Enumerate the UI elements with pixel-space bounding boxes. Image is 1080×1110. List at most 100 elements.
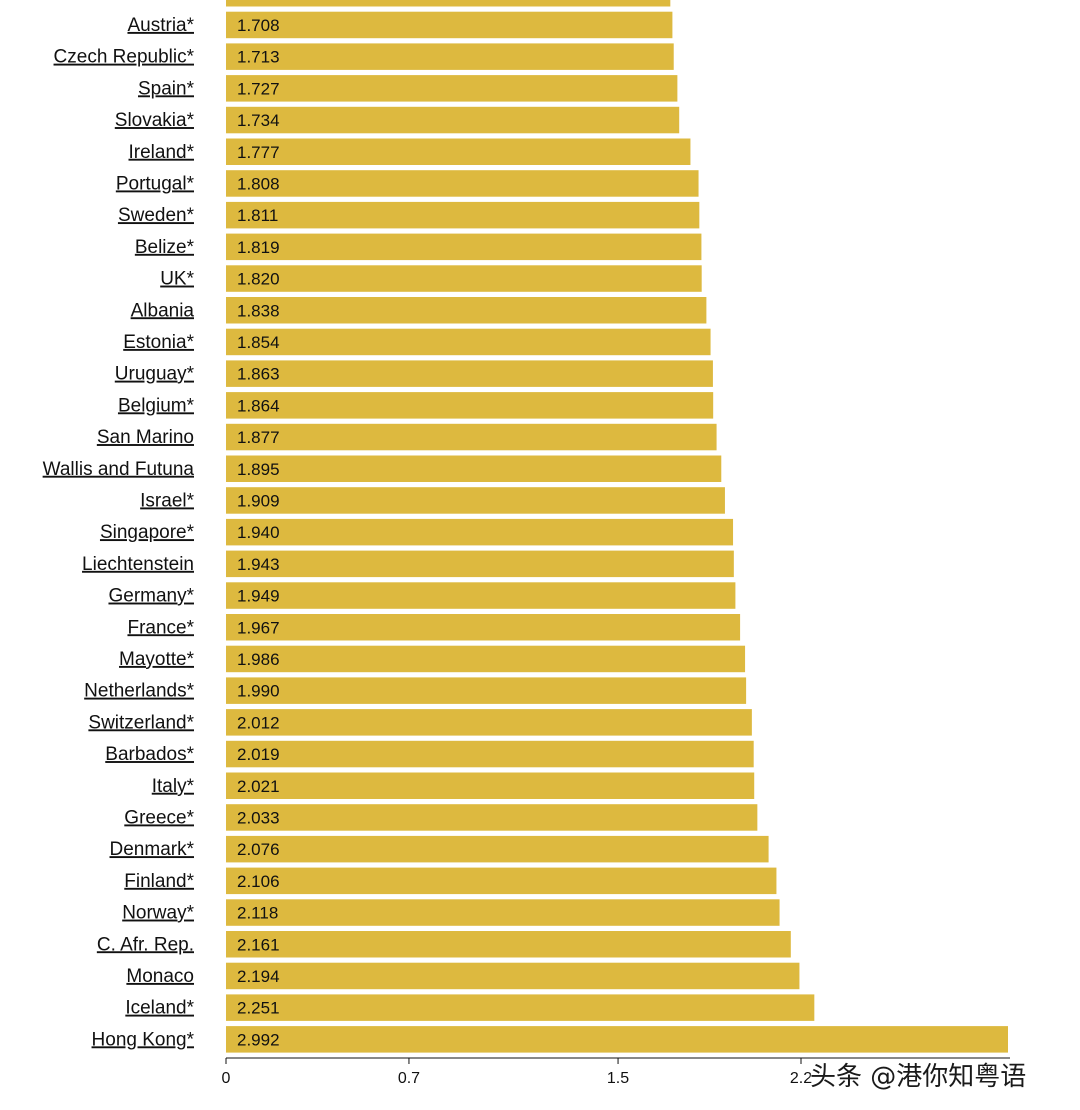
category-label-link[interactable]: Finland* [124, 871, 194, 892]
bars-group [226, 0, 1008, 1053]
bar [226, 328, 711, 356]
bar-value-label: 2.033 [237, 808, 280, 827]
bar-value-label: 1.838 [237, 301, 280, 320]
bar [226, 43, 674, 70]
bar [226, 740, 754, 768]
category-label-link[interactable]: Hong Kong* [92, 1029, 195, 1050]
bar [226, 0, 671, 7]
category-label-link[interactable]: Estonia* [123, 332, 194, 353]
bar-value-label: 1.967 [237, 618, 280, 637]
bar-value-label: 1.940 [237, 523, 280, 542]
bar-value-label: 1.734 [237, 111, 280, 130]
bar-value-label: 2.019 [237, 745, 280, 764]
category-label-link[interactable]: C. Afr. Rep. [97, 934, 194, 955]
category-label-link[interactable]: UK* [160, 269, 194, 290]
bar [226, 645, 746, 673]
bar-value-label: 1.811 [237, 206, 278, 225]
category-label-link[interactable]: Switzerland* [88, 712, 194, 733]
bar [226, 899, 780, 926]
bar [226, 518, 734, 546]
category-label-link[interactable]: Barbados* [105, 744, 194, 765]
bar [226, 1026, 1008, 1053]
bar-value-label: 1.895 [237, 460, 280, 479]
bar-value-label: 1.819 [237, 238, 280, 257]
category-label-link[interactable]: Italy* [152, 776, 195, 797]
category-label-link[interactable]: Norway* [122, 903, 194, 924]
bar [226, 962, 800, 990]
bar-value-label: 1.708 [237, 16, 280, 35]
category-label-link[interactable]: Sweden* [118, 205, 195, 226]
category-label-link[interactable]: Wallis and Futuna [43, 459, 195, 480]
bar-value-label: 2.076 [237, 840, 280, 859]
bar [226, 550, 734, 578]
bar-value-label: 1.909 [237, 491, 280, 510]
category-label-link[interactable]: Portugal* [116, 173, 195, 194]
bar [226, 867, 777, 895]
bar [226, 772, 755, 799]
bar-value-label: 2.021 [237, 777, 280, 796]
bar [226, 360, 713, 387]
bar-value-label: 1.713 [237, 48, 280, 67]
bar-value-label: 1.943 [237, 555, 280, 574]
bar-value-label: 2.992 [237, 1030, 280, 1049]
category-label-link[interactable]: Iceland* [125, 998, 194, 1019]
x-tick-label: 2.2 [790, 1070, 812, 1087]
category-label-link[interactable]: Czech Republic* [54, 47, 195, 68]
bar [226, 297, 707, 324]
category-label-link[interactable]: Liechtenstein [82, 554, 194, 575]
bar [226, 392, 714, 419]
value-labels-group: 1.708 1.713 1.727 1.734 1.777 1.808 1.811 1.819… [237, 16, 280, 1049]
bar-value-label: 2.251 [237, 999, 280, 1018]
watermark-text: 头条 @港你知粤语 [810, 1062, 1027, 1092]
category-label-link[interactable]: Uruguay* [115, 364, 195, 385]
bar [226, 201, 700, 229]
bar-value-label: 1.854 [237, 333, 280, 352]
category-label-link[interactable]: Germany* [108, 586, 194, 607]
category-label-link[interactable]: Slovakia* [115, 110, 195, 131]
bar-value-label: 1.727 [237, 79, 280, 98]
category-label-link[interactable]: Belgium* [118, 395, 195, 416]
category-label-link[interactable]: Belize* [135, 237, 195, 258]
bar-value-label: 1.864 [237, 396, 280, 415]
category-label-link[interactable]: Greece* [124, 807, 194, 828]
bar-value-label: 1.877 [237, 428, 280, 447]
bar [226, 835, 769, 863]
category-label-link[interactable]: Ireland* [129, 142, 195, 163]
x-tick-label: 1.5 [607, 1070, 629, 1087]
category-label-link[interactable]: San Marino [97, 427, 194, 448]
category-label-link[interactable]: Israel* [140, 490, 194, 511]
x-tick-label: 0.7 [398, 1070, 420, 1087]
bar-value-label: 1.990 [237, 682, 280, 701]
category-label-link[interactable]: Mayotte* [119, 649, 195, 670]
bar [226, 106, 680, 134]
category-label-link[interactable]: Monaco [126, 966, 194, 987]
bar-value-label: 1.863 [237, 365, 280, 384]
bar [226, 138, 691, 165]
category-label-link[interactable]: France* [127, 617, 194, 638]
bar [226, 709, 752, 736]
bar [226, 265, 702, 292]
x-axis: 0 0.7 1.5 2.2 [222, 1057, 1010, 1087]
category-label-link[interactable]: Singapore* [100, 522, 195, 543]
bar [226, 994, 815, 1021]
bar [226, 487, 725, 514]
bar [226, 455, 722, 482]
bar [226, 931, 791, 958]
category-labels-group: Austria* Czech Republic* Spain* Slovakia* Ir… [43, 15, 195, 1050]
category-label-link[interactable]: Albania [131, 300, 195, 321]
bar-value-label: 2.012 [237, 713, 280, 732]
bar [226, 75, 678, 102]
category-label-link[interactable]: Denmark* [110, 839, 195, 860]
bar [226, 804, 758, 831]
bar-value-label: 1.820 [237, 270, 280, 289]
category-label-link[interactable]: Austria* [127, 15, 194, 36]
bar-value-label: 2.118 [237, 904, 278, 923]
bar-value-label: 2.161 [237, 935, 280, 954]
category-label-link[interactable]: Spain* [138, 78, 195, 99]
bar-value-label: 2.106 [237, 872, 280, 891]
bar [226, 233, 702, 261]
category-label-link[interactable]: Netherlands* [84, 681, 194, 702]
bar-value-label: 1.986 [237, 650, 280, 669]
bar [226, 582, 736, 609]
